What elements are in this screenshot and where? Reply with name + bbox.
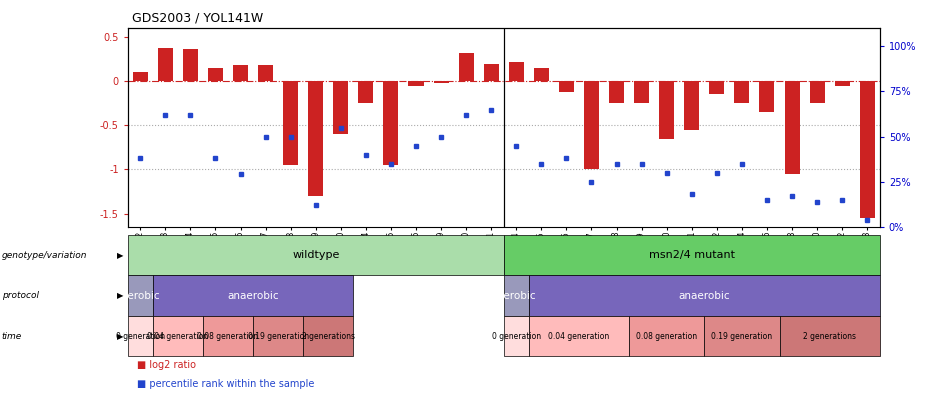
Text: ▶: ▶ bbox=[116, 291, 123, 300]
Text: aerobic: aerobic bbox=[121, 291, 160, 301]
Bar bbox=[128, 235, 504, 275]
Bar bbox=[183, 49, 198, 81]
Bar bbox=[509, 62, 524, 81]
Bar bbox=[534, 68, 549, 81]
Bar bbox=[283, 81, 298, 165]
Bar bbox=[153, 316, 202, 356]
Bar bbox=[734, 81, 749, 103]
Bar bbox=[529, 316, 629, 356]
Text: protocol: protocol bbox=[2, 291, 39, 300]
Bar bbox=[128, 275, 153, 316]
Text: msn2/4 mutant: msn2/4 mutant bbox=[649, 250, 735, 260]
Bar bbox=[784, 81, 799, 174]
Bar bbox=[760, 81, 775, 112]
Bar bbox=[810, 81, 825, 103]
Bar bbox=[359, 81, 374, 103]
Text: 2 generations: 2 generations bbox=[803, 332, 856, 341]
Bar bbox=[333, 81, 348, 134]
Bar bbox=[684, 81, 699, 130]
Text: anaerobic: anaerobic bbox=[678, 291, 730, 301]
Text: time: time bbox=[2, 332, 22, 341]
Text: ▶: ▶ bbox=[116, 251, 123, 260]
Bar bbox=[584, 81, 599, 169]
Bar bbox=[659, 81, 674, 139]
Bar bbox=[132, 72, 148, 81]
Bar bbox=[409, 81, 424, 86]
Bar bbox=[233, 65, 248, 81]
Text: 2 generations: 2 generations bbox=[302, 332, 355, 341]
Bar bbox=[780, 316, 880, 356]
Bar bbox=[504, 235, 880, 275]
Bar bbox=[609, 81, 624, 103]
Text: aerobic: aerobic bbox=[497, 291, 535, 301]
Text: 0.19 generation: 0.19 generation bbox=[711, 332, 773, 341]
Text: 0.08 generation: 0.08 generation bbox=[198, 332, 258, 341]
Bar bbox=[529, 275, 880, 316]
Text: 0 generation: 0 generation bbox=[115, 332, 165, 341]
Bar bbox=[383, 81, 398, 165]
Text: 0.04 generation: 0.04 generation bbox=[148, 332, 208, 341]
Text: wildtype: wildtype bbox=[292, 250, 340, 260]
Text: ■ log2 ratio: ■ log2 ratio bbox=[137, 360, 196, 371]
Bar bbox=[634, 81, 649, 103]
Text: 0 generation: 0 generation bbox=[492, 332, 541, 341]
Bar bbox=[258, 64, 273, 81]
Bar bbox=[153, 275, 354, 316]
Bar bbox=[459, 53, 474, 81]
Text: GDS2003 / YOL141W: GDS2003 / YOL141W bbox=[132, 11, 264, 24]
Bar bbox=[559, 81, 574, 92]
Bar bbox=[303, 316, 354, 356]
Bar bbox=[208, 68, 223, 81]
Text: 0.04 generation: 0.04 generation bbox=[549, 332, 609, 341]
Bar bbox=[860, 81, 875, 218]
Text: 0.19 generation: 0.19 generation bbox=[248, 332, 308, 341]
Bar bbox=[433, 81, 448, 83]
Text: 0.08 generation: 0.08 generation bbox=[636, 332, 697, 341]
Bar bbox=[308, 81, 324, 196]
Text: genotype/variation: genotype/variation bbox=[2, 251, 87, 260]
Bar bbox=[202, 316, 254, 356]
Text: anaerobic: anaerobic bbox=[227, 291, 279, 301]
Bar bbox=[483, 64, 499, 81]
Bar bbox=[704, 316, 780, 356]
Bar bbox=[254, 316, 304, 356]
Bar bbox=[629, 316, 704, 356]
Bar bbox=[504, 316, 529, 356]
Bar bbox=[710, 81, 725, 94]
Text: ■ percentile rank within the sample: ■ percentile rank within the sample bbox=[137, 379, 314, 389]
Bar bbox=[128, 316, 153, 356]
Bar bbox=[834, 81, 850, 86]
Bar bbox=[504, 275, 529, 316]
Text: ▶: ▶ bbox=[116, 332, 123, 341]
Bar bbox=[158, 48, 173, 81]
